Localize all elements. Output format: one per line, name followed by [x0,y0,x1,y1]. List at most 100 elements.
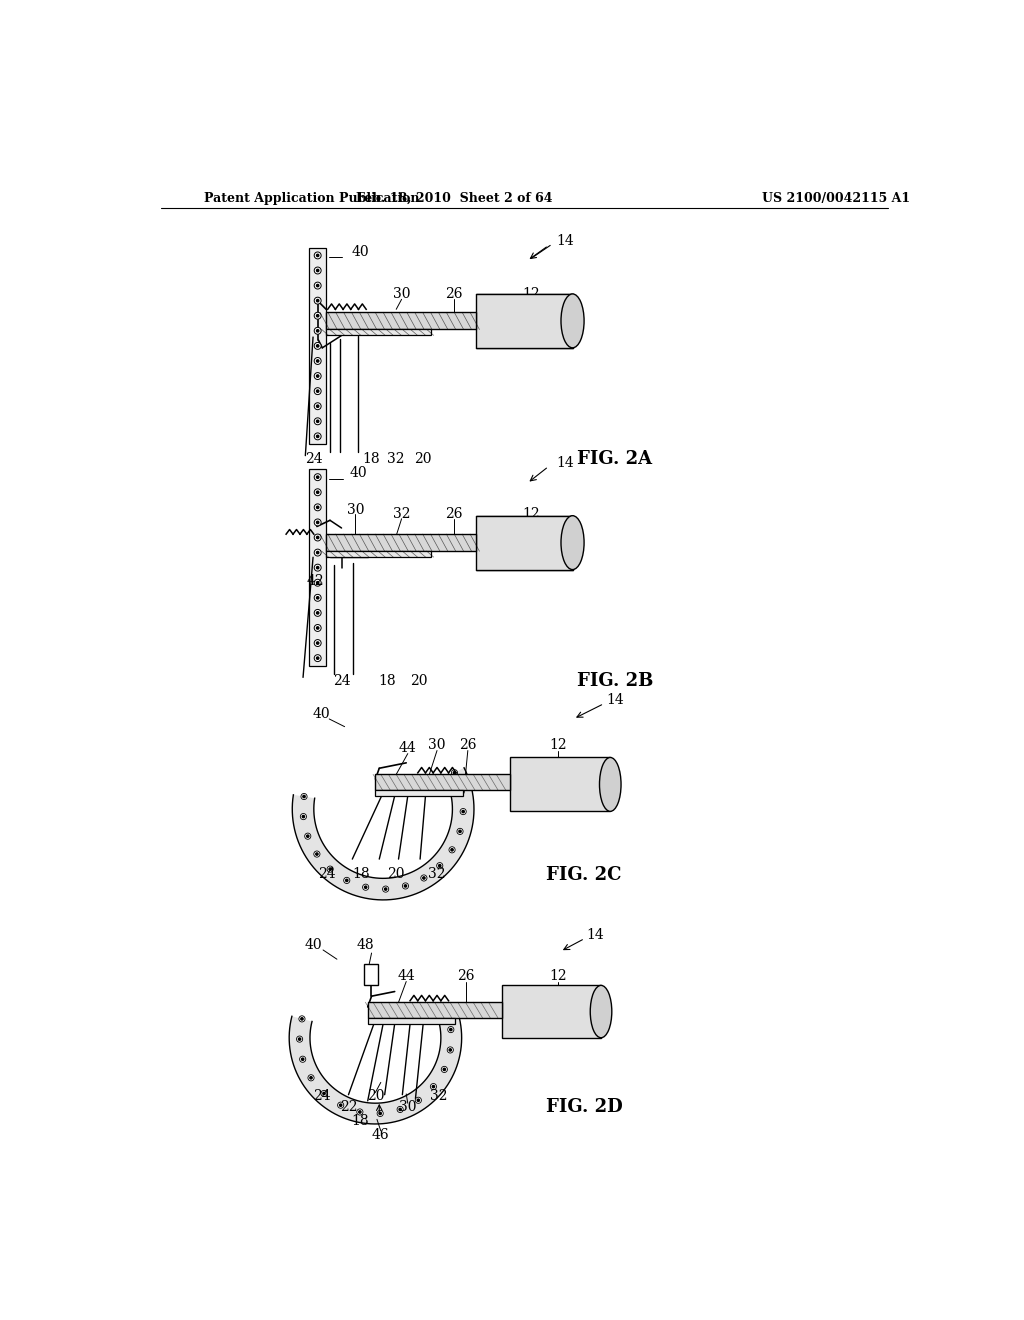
Circle shape [432,1085,434,1088]
Circle shape [306,836,309,837]
Text: 44: 44 [399,742,417,755]
Circle shape [356,1109,362,1115]
Circle shape [314,474,322,480]
Circle shape [442,1007,449,1012]
Circle shape [346,879,348,882]
Circle shape [316,521,318,524]
Circle shape [314,372,322,380]
Circle shape [457,829,463,834]
Circle shape [460,808,466,814]
Circle shape [302,816,304,818]
Text: 18: 18 [378,675,396,688]
Circle shape [454,771,456,774]
Bar [326,313,476,330]
Circle shape [384,888,387,890]
Circle shape [316,611,318,614]
Text: 18: 18 [362,453,380,466]
Text: 40: 40 [350,466,368,480]
Ellipse shape [590,985,611,1038]
Circle shape [314,313,322,319]
Circle shape [316,284,318,286]
Bar [476,294,572,348]
Circle shape [460,791,463,793]
Circle shape [314,388,322,395]
Circle shape [305,833,311,840]
Text: 20: 20 [415,453,432,466]
Circle shape [314,579,322,586]
Text: FIG. 2D: FIG. 2D [547,1098,624,1115]
Text: 48: 48 [356,939,374,952]
Circle shape [430,1084,436,1090]
Circle shape [298,1038,301,1040]
Polygon shape [292,768,474,900]
Circle shape [417,1100,420,1101]
Ellipse shape [561,294,584,348]
Circle shape [316,536,318,539]
Circle shape [300,1056,306,1063]
Circle shape [314,610,322,616]
Bar [326,552,431,557]
Bar [503,985,601,1038]
Circle shape [314,358,322,364]
Circle shape [308,1074,314,1081]
Circle shape [314,549,322,556]
Circle shape [299,1016,305,1022]
Circle shape [314,519,322,525]
Text: 12: 12 [522,507,540,521]
Circle shape [444,1008,447,1011]
Text: US 2100/0042115 A1: US 2100/0042115 A1 [762,191,910,205]
Bar [476,516,572,570]
Circle shape [314,488,322,496]
Circle shape [301,793,307,800]
Text: 18: 18 [351,1114,369,1127]
Circle shape [316,420,318,422]
Circle shape [314,535,322,541]
Circle shape [316,269,318,272]
Text: 14: 14 [556,234,574,248]
Circle shape [438,865,441,867]
Circle shape [316,405,318,408]
Circle shape [441,1067,447,1072]
Circle shape [358,1111,361,1113]
Text: FIG. 2C: FIG. 2C [547,866,622,883]
Circle shape [416,1097,422,1104]
Circle shape [316,436,318,437]
Circle shape [383,886,389,892]
Text: 24: 24 [305,453,323,466]
Circle shape [423,876,425,879]
Circle shape [323,1093,326,1094]
Text: 32: 32 [387,453,404,466]
Circle shape [316,642,318,644]
Circle shape [316,552,318,553]
Circle shape [314,504,322,511]
Circle shape [314,267,322,275]
Circle shape [436,862,442,869]
Circle shape [297,1036,303,1043]
Text: Feb. 18, 2010  Sheet 2 of 64: Feb. 18, 2010 Sheet 2 of 64 [355,191,552,205]
Text: FIG. 2B: FIG. 2B [578,672,653,690]
Circle shape [300,813,306,820]
Text: FIG. 2A: FIG. 2A [578,450,652,469]
Circle shape [314,594,322,602]
Text: 24: 24 [318,867,336,882]
Circle shape [459,830,461,833]
Text: 20: 20 [387,867,404,882]
Circle shape [458,788,464,795]
Circle shape [310,1077,312,1078]
Polygon shape [289,1006,462,1123]
Circle shape [314,655,322,661]
Circle shape [447,1047,454,1053]
Text: 26: 26 [445,507,463,521]
Circle shape [377,1110,383,1117]
Circle shape [316,597,318,599]
Circle shape [314,297,322,304]
Circle shape [316,300,318,302]
Circle shape [301,1059,304,1060]
Circle shape [362,884,369,890]
Circle shape [314,252,322,259]
Circle shape [316,491,318,494]
Circle shape [379,1113,381,1114]
Text: 20: 20 [411,675,428,688]
Ellipse shape [561,516,584,570]
Text: 42: 42 [307,574,325,589]
